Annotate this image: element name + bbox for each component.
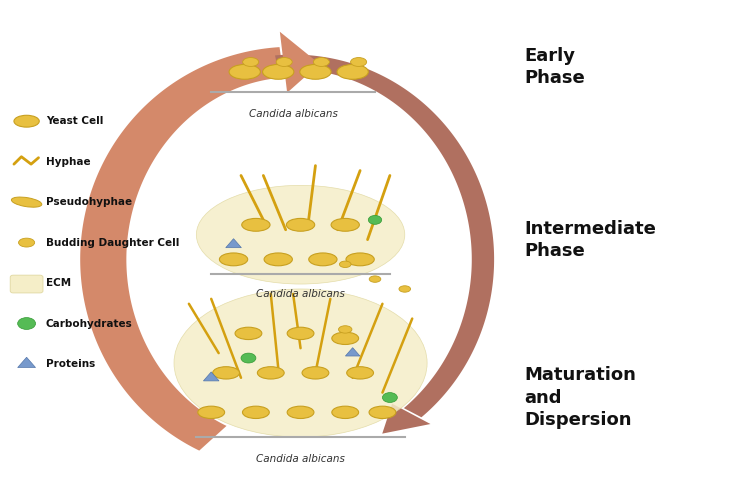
Ellipse shape <box>242 406 269 419</box>
Polygon shape <box>346 348 360 356</box>
Circle shape <box>18 317 35 329</box>
Ellipse shape <box>332 332 358 344</box>
Polygon shape <box>18 357 35 368</box>
Text: Proteins: Proteins <box>46 359 95 369</box>
Ellipse shape <box>276 57 292 66</box>
Text: Early
Phase: Early Phase <box>524 47 585 87</box>
Polygon shape <box>226 239 242 248</box>
Text: Maturation
and
Dispersion: Maturation and Dispersion <box>524 366 636 429</box>
Ellipse shape <box>287 327 314 339</box>
Ellipse shape <box>331 219 359 231</box>
Ellipse shape <box>314 57 329 66</box>
Ellipse shape <box>198 406 224 419</box>
Ellipse shape <box>369 276 381 282</box>
Ellipse shape <box>346 253 374 266</box>
Ellipse shape <box>332 406 358 419</box>
Ellipse shape <box>14 115 39 127</box>
Text: Pseudohyphae: Pseudohyphae <box>46 197 132 207</box>
Ellipse shape <box>196 185 405 284</box>
Ellipse shape <box>340 261 351 267</box>
Polygon shape <box>203 372 219 381</box>
Circle shape <box>241 353 256 363</box>
Text: Candida albicans: Candida albicans <box>256 289 345 299</box>
Text: Yeast Cell: Yeast Cell <box>46 116 104 126</box>
Text: Hyphae: Hyphae <box>46 157 91 167</box>
Ellipse shape <box>350 57 367 66</box>
FancyBboxPatch shape <box>10 275 43 293</box>
Ellipse shape <box>235 327 262 339</box>
Text: Candida albicans: Candida albicans <box>249 109 338 119</box>
Circle shape <box>368 216 382 225</box>
Ellipse shape <box>229 64 260 79</box>
Polygon shape <box>382 404 430 434</box>
Ellipse shape <box>243 57 259 66</box>
Ellipse shape <box>287 406 314 419</box>
Ellipse shape <box>346 367 374 379</box>
Circle shape <box>382 393 398 403</box>
Ellipse shape <box>213 367 239 379</box>
Ellipse shape <box>264 253 292 266</box>
Ellipse shape <box>337 64 368 79</box>
Ellipse shape <box>286 219 315 231</box>
Ellipse shape <box>309 253 337 266</box>
Polygon shape <box>80 47 284 451</box>
Polygon shape <box>280 32 320 93</box>
Text: Intermediate
Phase: Intermediate Phase <box>524 220 656 260</box>
Ellipse shape <box>338 326 352 333</box>
Text: Budding Daughter Cell: Budding Daughter Cell <box>46 238 179 248</box>
Ellipse shape <box>399 286 410 292</box>
Ellipse shape <box>174 289 427 437</box>
Polygon shape <box>275 54 494 417</box>
Text: Candida albicans: Candida albicans <box>256 454 345 464</box>
Ellipse shape <box>19 238 34 247</box>
Ellipse shape <box>11 197 42 207</box>
Ellipse shape <box>300 64 331 79</box>
Ellipse shape <box>369 406 396 419</box>
Ellipse shape <box>302 367 328 379</box>
Text: ECM: ECM <box>46 278 71 288</box>
Text: Carbohydrates: Carbohydrates <box>46 318 133 328</box>
Ellipse shape <box>220 253 248 266</box>
Ellipse shape <box>262 64 294 79</box>
Ellipse shape <box>257 367 284 379</box>
Ellipse shape <box>242 219 270 231</box>
